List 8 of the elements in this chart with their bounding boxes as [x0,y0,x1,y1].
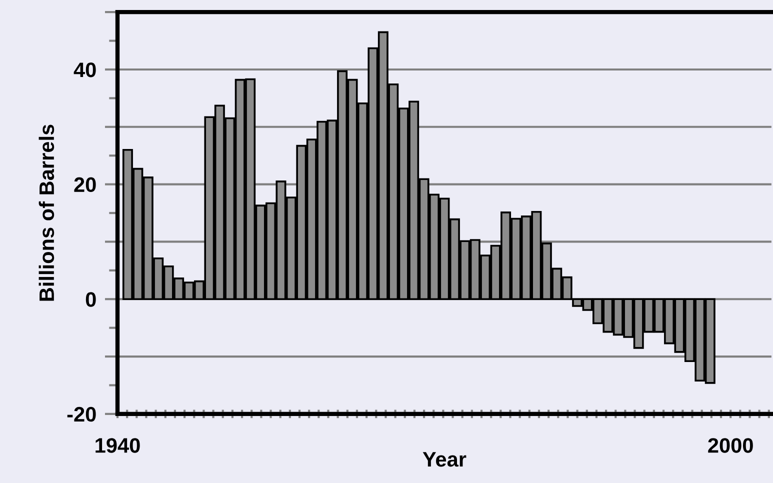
y-axis-title: Billions of Barrels [38,124,54,301]
y-tick-label: 40 [74,62,96,78]
y-tick-label: 20 [74,177,96,192]
x-tick-label: 2000 [708,438,753,453]
x-axis-title: Year [422,452,466,467]
x-tick-label: 1940 [96,438,140,453]
y-tick-label: -20 [67,406,96,422]
y-tick-label: 0 [86,292,96,307]
